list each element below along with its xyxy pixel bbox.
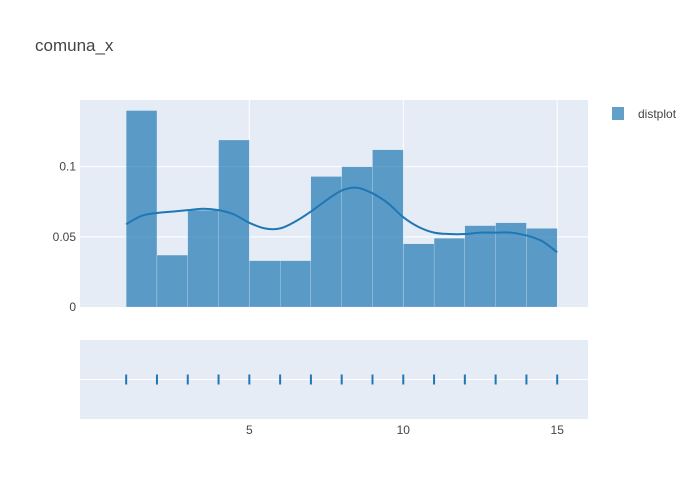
histogram-bar — [280, 260, 312, 308]
histogram-bar — [372, 149, 404, 308]
histogram-bar — [156, 254, 188, 308]
histogram-bar — [218, 139, 250, 308]
legend[interactable]: distplot — [612, 107, 677, 121]
y-tick-labels: 0 0.05 0.1 — [53, 160, 77, 314]
legend-swatch-distplot[interactable] — [612, 107, 624, 120]
x-tick-labels: 5 10 15 — [246, 423, 564, 437]
histogram-bar — [403, 243, 435, 308]
chart-title: comuna_x — [35, 36, 114, 55]
histogram-bar — [433, 238, 465, 308]
histogram-bar — [187, 210, 219, 308]
kde-curve — [125, 186, 558, 254]
histogram-bars — [126, 110, 558, 308]
rug-marks — [125, 374, 559, 385]
y-tick-label: 0 — [69, 300, 76, 314]
y-tick-label: 0.1 — [59, 160, 76, 174]
legend-label-distplot[interactable]: distplot — [638, 107, 677, 121]
y-tick-label: 0.05 — [53, 230, 77, 244]
histogram-bar — [464, 225, 496, 308]
histogram-bar — [126, 110, 158, 308]
x-tick-label: 5 — [246, 423, 253, 437]
histogram-bar — [249, 260, 281, 308]
x-tick-label: 15 — [551, 423, 565, 437]
histogram-bar — [495, 222, 527, 308]
x-tick-label: 10 — [397, 423, 411, 437]
histogram-bar — [310, 176, 342, 308]
